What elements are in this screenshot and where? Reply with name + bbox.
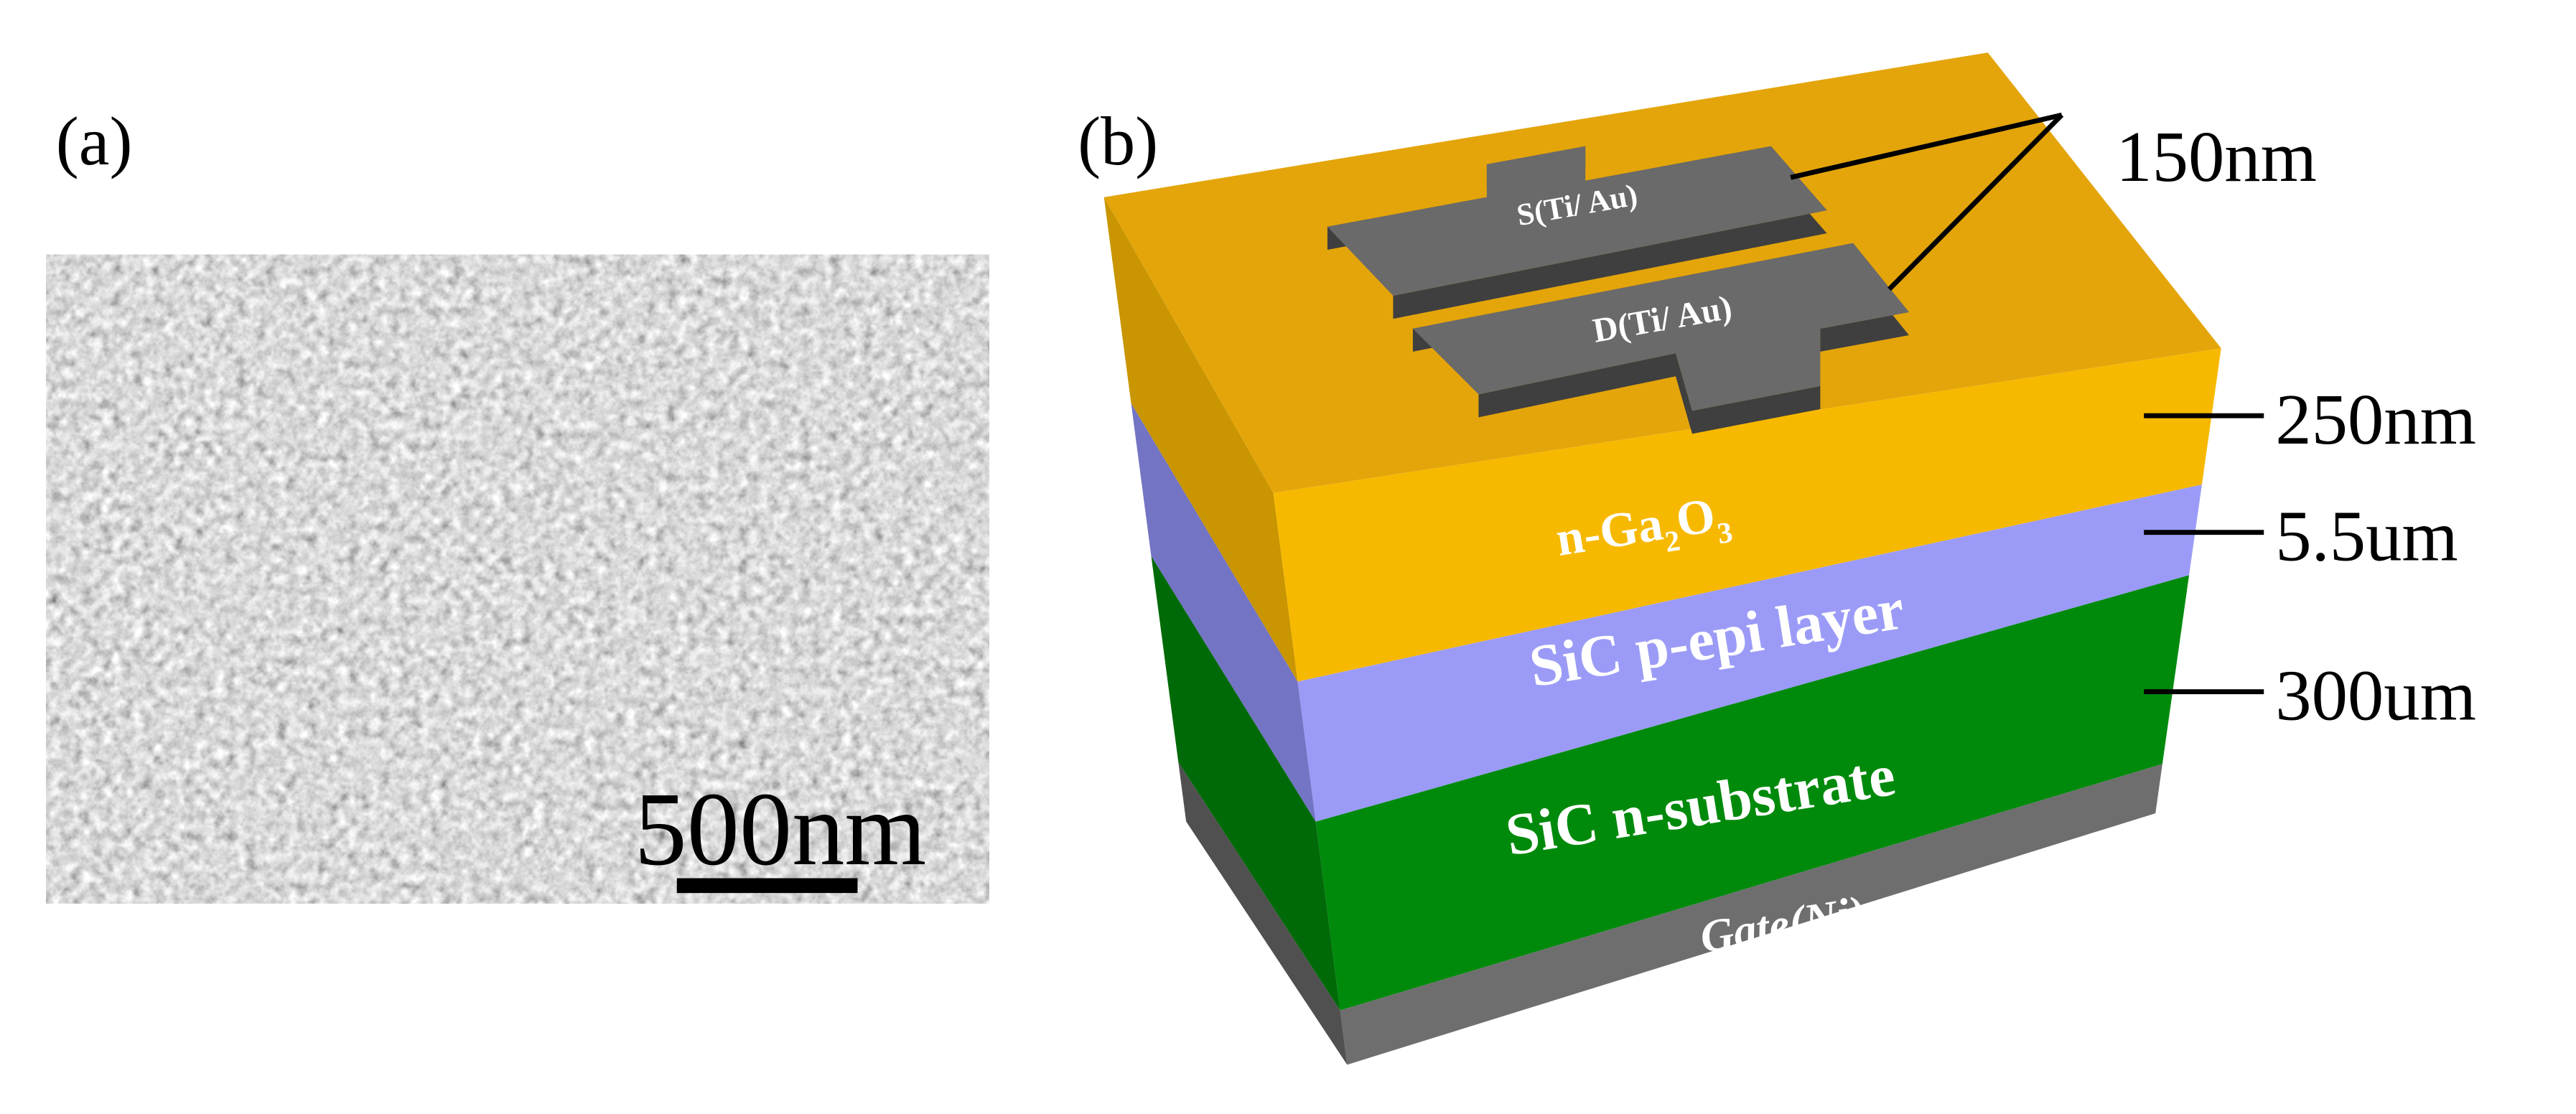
electrode-top xyxy=(1327,146,1827,296)
layer-side xyxy=(1178,762,1348,1065)
panel-label: (a) xyxy=(56,103,133,179)
layer-side xyxy=(1151,556,1340,1011)
text-part: O xyxy=(1672,487,1719,547)
sem-texture xyxy=(46,254,989,904)
thickness-label: 150nm xyxy=(2116,116,2317,197)
electrodes xyxy=(1327,146,1909,434)
panel-label: (b) xyxy=(1078,103,1158,179)
callout-line xyxy=(1790,112,2063,180)
scale-bar-label: 500nm xyxy=(635,770,927,887)
layer-front xyxy=(1315,575,2190,1011)
layer-front xyxy=(1340,764,2162,1065)
thickness-label: 300um xyxy=(2275,655,2476,736)
thickness-label: 5.5um xyxy=(2275,496,2458,576)
thickness-label: 250nm xyxy=(2275,379,2476,459)
electrode-top xyxy=(1412,243,1909,411)
callout-line xyxy=(1887,113,2064,291)
layer-side xyxy=(1103,197,1298,682)
layer-front xyxy=(1273,348,2221,682)
device-block xyxy=(1103,52,2221,1065)
electrode-side xyxy=(1412,243,1909,434)
layer-front xyxy=(1297,485,2202,822)
layer-top xyxy=(1103,52,2221,493)
layer-side xyxy=(1131,403,1316,822)
